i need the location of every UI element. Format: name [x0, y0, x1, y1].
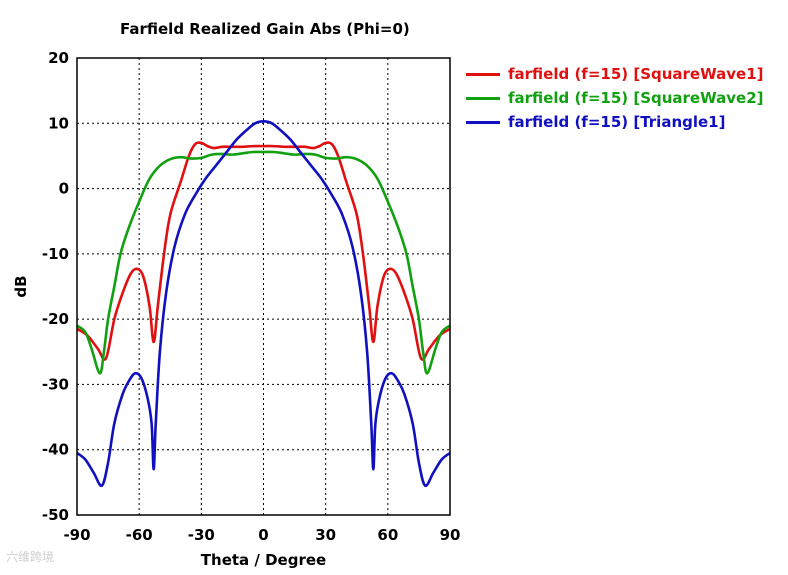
legend-swatch	[466, 72, 500, 76]
y-tick-label: 0	[59, 180, 69, 198]
x-axis-label: Theta / Degree	[201, 551, 326, 569]
x-tick-label: 60	[377, 526, 398, 544]
x-tick-label: -90	[63, 526, 90, 544]
y-tick-label: -20	[42, 310, 69, 328]
y-tick-label: -50	[42, 506, 69, 524]
legend: farfield (f=15) [SquareWave1] farfield (f…	[466, 62, 763, 134]
series-line-1	[76, 141, 451, 361]
tick-labels: -90 -60 -30 0 30 60 90 -50 -40 -30 -20 -10 0 10 20	[42, 49, 461, 544]
legend-swatch	[466, 120, 500, 124]
y-tick-label: 20	[48, 49, 69, 67]
y-tick-label: -30	[42, 375, 69, 393]
y-axis-label: dB	[12, 275, 30, 297]
legend-swatch	[466, 96, 500, 100]
legend-label: farfield (f=15) [SquareWave2]	[508, 89, 764, 107]
y-tick-label: -10	[42, 245, 69, 263]
y-tick-label: 10	[48, 114, 69, 132]
legend-label: farfield (f=15) [SquareWave1]	[508, 65, 764, 83]
x-tick-label: 0	[258, 526, 268, 544]
watermark: 六维跨境	[6, 550, 55, 564]
legend-label: farfield (f=15) [Triangle1]	[508, 113, 726, 131]
series-line-3	[76, 120, 451, 488]
x-tick-label: 90	[440, 526, 461, 544]
chart-title: Farfield Realized Gain Abs (Phi=0)	[120, 20, 410, 38]
series-line-2	[76, 150, 451, 375]
y-tick-label: -40	[42, 441, 69, 459]
x-tick-label: 30	[315, 526, 336, 544]
series-lines	[76, 120, 451, 488]
legend-item: farfield (f=15) [SquareWave1]	[466, 62, 763, 86]
x-tick-label: -30	[188, 526, 215, 544]
x-tick-label: -60	[126, 526, 153, 544]
plot-frame	[76, 57, 451, 516]
legend-item: farfield (f=15) [SquareWave2]	[466, 86, 763, 110]
legend-item: farfield (f=15) [Triangle1]	[466, 110, 763, 134]
grid	[77, 58, 450, 515]
